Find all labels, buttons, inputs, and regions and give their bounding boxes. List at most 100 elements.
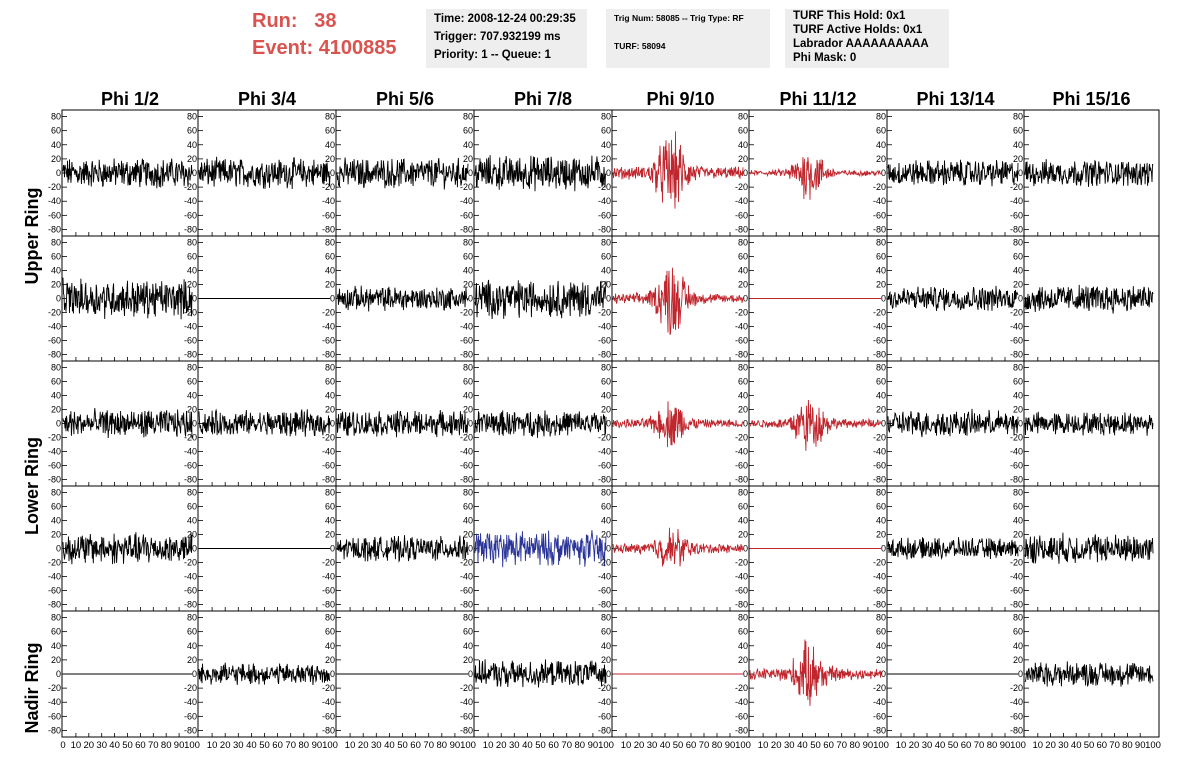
ytick-label: 40 — [1013, 140, 1023, 150]
ytick-label: 60 — [51, 627, 61, 637]
ytick-label: 20 — [187, 655, 197, 665]
ytick-label: 40 — [187, 140, 197, 150]
ytick-label: -40 — [184, 447, 197, 457]
xtick-label: 90 — [1000, 740, 1011, 751]
ytick-label: 40 — [51, 140, 61, 150]
ytick-label: 20 — [1013, 280, 1023, 290]
ytick-label: 80 — [738, 238, 748, 248]
ytick-label: -20 — [460, 558, 473, 568]
ytick-label: 60 — [1013, 502, 1023, 512]
ytick-label: 80 — [51, 488, 61, 498]
xtick-label: 60 — [272, 740, 283, 751]
ytick-label: -40 — [598, 447, 611, 457]
ytick-label: 80 — [1013, 613, 1023, 623]
ytick-label: 20 — [601, 405, 611, 415]
ytick-label: 20 — [601, 280, 611, 290]
column-title-2: Phi 3/4 — [238, 89, 296, 109]
ytick-label: 60 — [187, 252, 197, 262]
ytick-label: 60 — [601, 502, 611, 512]
xtick-label: 10 — [207, 740, 218, 751]
xtick-label: 50 — [810, 740, 821, 751]
xtick-label: 40 — [109, 740, 120, 751]
ytick-label: -60 — [1010, 461, 1023, 471]
ytick-label: 60 — [187, 502, 197, 512]
ytick-label: 0 — [468, 419, 473, 429]
ytick-label: 20 — [601, 154, 611, 164]
ytick-label: 80 — [876, 488, 886, 498]
xtick-label: 70 — [561, 740, 572, 751]
waveform-r4-c7 — [887, 537, 1019, 560]
ytick-label: -20 — [598, 308, 611, 318]
xtick-label: 10 — [483, 740, 494, 751]
ytick-label: 40 — [325, 140, 335, 150]
ytick-label: 60 — [187, 126, 197, 136]
xtick-label: 10 — [896, 740, 907, 751]
ytick-label: 20 — [325, 405, 335, 415]
ytick-label: 60 — [738, 252, 748, 262]
xtick-label: 40 — [384, 740, 395, 751]
xtick-label: 20 — [634, 740, 645, 751]
ytick-label: -80 — [1010, 350, 1023, 360]
ytick-label: -80 — [48, 224, 61, 234]
ytick-label: -60 — [184, 586, 197, 596]
ytick-label: 60 — [876, 502, 886, 512]
ytick-label: -40 — [735, 322, 748, 332]
waveform-r2-c3 — [336, 285, 469, 312]
ytick-label: 80 — [187, 613, 197, 623]
ytick-label: -60 — [598, 461, 611, 471]
ytick-label: -60 — [48, 210, 61, 220]
trig-info-box: Trig Num: 58085 -- Trig Type: RF TURF: 5… — [606, 9, 770, 68]
ytick-label: -60 — [1010, 586, 1023, 596]
ytick-label: 20 — [51, 530, 61, 540]
ytick-label: -80 — [48, 725, 61, 735]
ytick-label: -60 — [735, 461, 748, 471]
xtick-label: 50 — [122, 740, 133, 751]
ytick-label: -20 — [460, 182, 473, 192]
ytick-label: -40 — [322, 322, 335, 332]
ytick-label: 0 — [1018, 669, 1023, 679]
ytick-label: -40 — [322, 697, 335, 707]
waveform-r1-c1 — [62, 158, 193, 189]
ytick-label: -60 — [460, 711, 473, 721]
ytick-label: 0 — [881, 168, 886, 178]
ytick-label: 0 — [330, 669, 335, 679]
run-label-text: Run: — [252, 10, 298, 32]
ytick-label: -40 — [1010, 447, 1023, 457]
ytick-label: -40 — [598, 322, 611, 332]
ytick-label: 40 — [187, 266, 197, 276]
ytick-label: 40 — [738, 266, 748, 276]
xtick-label: 40 — [797, 740, 808, 751]
ytick-label: 40 — [738, 516, 748, 526]
ytick-label: -60 — [598, 586, 611, 596]
ytick-label: -40 — [184, 697, 197, 707]
ytick-label: -20 — [873, 308, 886, 318]
xtick-label: 40 — [660, 740, 671, 751]
xtick-label: 50 — [397, 740, 408, 751]
ytick-label: 80 — [601, 238, 611, 248]
ytick-label: 0 — [192, 544, 197, 554]
xtick-label: 20 — [220, 740, 231, 751]
ytick-label: 0 — [468, 168, 473, 178]
ytick-label: -60 — [598, 210, 611, 220]
trig-num-text: Trig Num: 58085 -- Trig Type: RF — [614, 13, 744, 23]
ytick-label: 20 — [325, 154, 335, 164]
ytick-label: 60 — [325, 502, 335, 512]
ytick-label: -80 — [460, 350, 473, 360]
ytick-label: -80 — [322, 725, 335, 735]
xtick-label: 50 — [1084, 740, 1095, 751]
ytick-label: -80 — [460, 475, 473, 485]
ytick-label: 60 — [1013, 126, 1023, 136]
waveform-r3-c7 — [887, 408, 1019, 438]
ytick-label: 20 — [876, 405, 886, 415]
ytick-label: -40 — [460, 697, 473, 707]
ytick-label: 60 — [876, 126, 886, 136]
ytick-label: -60 — [873, 586, 886, 596]
ytick-label: -80 — [735, 350, 748, 360]
ytick-label: 80 — [51, 613, 61, 623]
ytick-label: -20 — [322, 433, 335, 443]
ytick-label: -20 — [322, 308, 335, 318]
ytick-label: 0 — [606, 544, 611, 554]
ytick-label: -60 — [184, 210, 197, 220]
column-title-8: Phi 15/16 — [1052, 89, 1130, 109]
